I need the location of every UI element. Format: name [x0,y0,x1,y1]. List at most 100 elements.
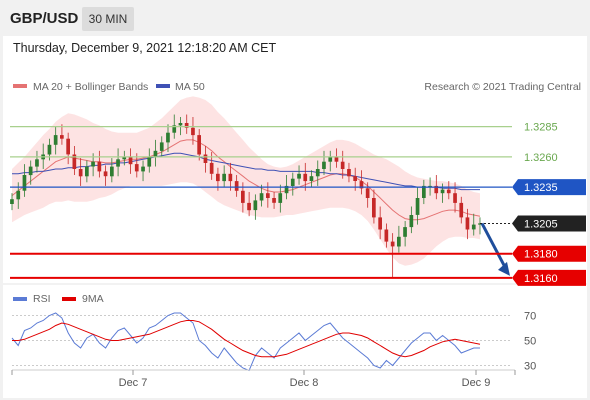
main-legend: MA 20 + Bollinger Bands MA 50 Research ©… [13,81,581,93]
candle-body [22,175,27,191]
rsi-tick-70: 70 [524,311,536,323]
rsi-legend: RSI 9MA [13,293,104,305]
candle-body [378,217,382,230]
candle-body [228,173,233,182]
candle-body [446,189,451,194]
ma50-legend-swatch [156,84,170,88]
candle-body [478,223,482,225]
candle-body [10,199,14,204]
ma20-legend-swatch [13,84,27,88]
candle-body [60,135,64,139]
ma50-line [12,152,480,191]
candle-body [184,123,189,128]
rsi-legend-swatch [13,297,27,301]
ma20-legend-label: MA 20 + Bollinger Bands [33,81,148,93]
x-axis: Dec 7 Dec 8 Dec 9 [11,369,516,389]
candle-body [390,241,395,247]
candle-body [78,169,83,177]
candle-body [372,198,376,218]
price-levels: 1.3285 1.3260 1.3235 1.3205 1.3180 1.3160 [10,122,586,286]
bollinger-band [12,96,480,266]
pivot-label-1.3235: 1.3235 [524,182,558,194]
candle-body [303,173,308,182]
candle-body [409,215,414,228]
rsi-ma-legend-swatch [62,297,76,301]
rsi-tick-30: 30 [524,361,536,373]
candle-body [134,164,139,172]
candle-body [91,161,95,167]
candle-body [35,159,39,167]
candle-body [141,166,145,172]
candle-body [47,144,52,155]
candle-body [128,156,133,165]
candle-body [266,193,270,198]
candle-body [178,123,183,126]
candle-body [440,189,445,194]
rsi-legend-label: RSI [33,293,51,305]
candle-body [172,125,177,133]
candle-body [284,185,289,194]
credit-label: Research © 2021 Trading Central [424,81,581,93]
candle-body [97,161,102,172]
candle-body [297,173,301,179]
candle-body [384,229,389,242]
forecast-arrow-shaft [480,222,509,272]
candle-body [66,138,70,155]
candle-body [216,173,220,182]
candle-body [110,166,114,177]
candle-body [147,156,152,167]
resistance-label-1.3260: 1.3260 [524,152,558,164]
candle-body [122,156,127,160]
pivot-tag-1.3235 [512,179,586,196]
candle-body [241,190,245,203]
rsi-ma-legend-label: 9MA [82,293,104,305]
rsi-line [11,312,480,372]
candle-body [191,127,195,136]
candle-body [197,135,201,155]
chart-header: GBP/USD 30 MIN [0,0,590,36]
candle-body [290,178,295,186]
candle-body [309,176,314,181]
candle-body [53,135,58,145]
candle-body [365,188,370,198]
candle-body [434,185,439,194]
forecast-arrow-head [498,261,510,276]
candle-body [359,181,364,189]
support-label-1.3160: 1.3160 [524,273,558,285]
rsi-plot-area: 70 50 30 [11,311,536,373]
candle-body [453,193,457,203]
candle-body [334,156,339,162]
candle-body [16,190,21,200]
candle-body [353,176,357,181]
candle-body [272,198,276,203]
candle-body [397,236,401,247]
support-tag-1.3160 [512,269,586,286]
ma20-line [11,139,481,221]
candle-body [471,224,476,230]
support-tag-1.3180 [512,245,586,262]
ma50-legend-label: MA 50 [175,81,205,93]
support-label-1.3180: 1.3180 [524,249,558,261]
last-tag-1.3205 [512,215,586,232]
candle-body [116,159,120,167]
candle-body [166,132,170,143]
candle-body [253,200,258,211]
x-tick-label: Dec 9 [462,377,491,389]
candle-body [465,217,470,230]
x-tick-label: Dec 8 [290,377,319,389]
x-tick-label: Dec 7 [119,377,148,389]
candle-body [259,193,264,201]
resistance-label-1.3285: 1.3285 [524,122,558,134]
candle-body [278,193,283,203]
candle-body [234,181,239,191]
datetime-label: Thursday, December 9, 2021 12:18:20 AM C… [13,41,277,55]
timeframe-badge[interactable]: 30 MIN [82,7,134,31]
candle-body [428,185,432,188]
candle-body [328,156,333,162]
candle-body [347,169,351,177]
rsi-tick-50: 50 [524,336,536,348]
symbol-title: GBP/USD [10,10,79,27]
candle-body [209,162,214,174]
candle-body [72,154,77,169]
